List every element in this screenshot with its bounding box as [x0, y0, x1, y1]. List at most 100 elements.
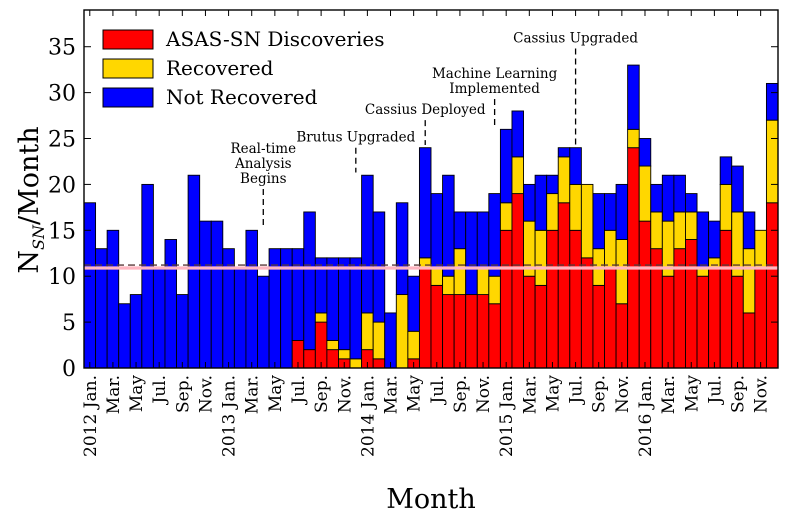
bar-recovered-2015-02	[511, 156, 524, 195]
bar-not_recovered-2015-11	[615, 183, 629, 240]
bar-not_recovered-2015-01	[499, 128, 513, 204]
bar-not_recovered-2012-01	[83, 202, 97, 369]
x-axis-label: Month	[386, 484, 476, 515]
bar-asassn-2016-11	[754, 266, 767, 369]
bar-recovered-2014-09	[453, 248, 467, 296]
bar-not_recovered-2013-02	[233, 266, 247, 369]
bar-not_recovered-2016-03	[661, 174, 675, 222]
bar-recovered-2014-08	[442, 275, 455, 296]
bar-not_recovered-2012-09	[176, 294, 189, 369]
bar-recovered-2013-10	[326, 340, 339, 351]
bar-recovered-2016-02	[650, 211, 663, 250]
bar-asassn-2014-10	[465, 294, 478, 369]
legend-label-recovered: Recovered	[166, 56, 274, 80]
bar-asassn-2015-09	[592, 284, 605, 369]
bar-not_recovered-2016-01	[638, 138, 652, 167]
bar-not_recovered-2015-04	[534, 174, 548, 231]
bar-recovered-2014-12	[488, 275, 501, 305]
bar-not_recovered-2013-11	[338, 257, 351, 351]
bar-recovered-2014-02	[372, 321, 386, 360]
y-tick-label-30: 30	[48, 82, 76, 107]
bar-asassn-2016-03	[661, 275, 675, 369]
bar-not_recovered-2016-05	[685, 193, 698, 213]
plot-frame	[83, 9, 779, 369]
bar-not_recovered-2014-01	[361, 174, 374, 314]
x-tick-label-24: 2014 Jan.	[358, 375, 378, 457]
bar-recovered-2013-09	[314, 312, 328, 323]
y-tick-label-5: 5	[62, 311, 76, 336]
bar-not_recovered-2012-04	[118, 303, 131, 369]
x-tick-label-28: May	[405, 375, 425, 413]
y-tick-label-0: 0	[62, 357, 76, 382]
bar-not_recovered-2014-06	[418, 147, 432, 259]
bar-asassn-2016-07	[708, 266, 721, 369]
bar-recovered-2015-07	[569, 183, 582, 231]
annotation-text-2-0: Cassius Deployed	[365, 102, 486, 118]
bar-not_recovered-2012-07	[152, 266, 166, 369]
bar-not_recovered-2012-12	[210, 220, 224, 369]
bar-not_recovered-2016-02	[650, 183, 663, 213]
x-tick-label-52: May	[682, 375, 702, 413]
annotation-text-0-1: Analysis	[234, 156, 292, 172]
bar-asassn-2016-09	[731, 275, 744, 369]
x-tick-label-18: Jul.	[289, 375, 309, 406]
bar-recovered-2015-06	[557, 156, 571, 204]
bar-not_recovered-2012-05	[129, 294, 143, 369]
bar-recovered-2016-05	[685, 211, 698, 240]
bar-asassn-2015-03	[523, 275, 536, 369]
x-tick-label-42: Jul.	[567, 375, 587, 406]
bar-recovered-2015-05	[546, 193, 559, 231]
bar-asassn-2016-10	[742, 312, 756, 369]
bar-not_recovered-2016-12	[765, 82, 779, 121]
bar-asassn-2015-07	[569, 229, 582, 369]
x-tick-label-16: May	[266, 375, 286, 413]
bar-asassn-2015-02	[511, 193, 524, 369]
bar-asassn-2014-02	[372, 358, 386, 369]
bar-not_recovered-2013-08	[303, 211, 316, 351]
bar-not_recovered-2013-10	[326, 257, 339, 341]
bar-asassn-2013-10	[326, 349, 339, 369]
x-tick-label-20: Sep.	[312, 375, 332, 413]
x-tick-label-22: Nov.	[335, 375, 355, 413]
y-tick-label-25: 25	[48, 128, 76, 153]
bar-not_recovered-2015-03	[523, 183, 536, 222]
x-tick-label-44: Sep.	[590, 375, 610, 413]
bar-asassn-2015-08	[580, 257, 594, 369]
bar-recovered-2014-05	[407, 330, 420, 360]
bar-asassn-2016-06	[696, 275, 710, 369]
x-tick-label-50: Mar.	[659, 375, 679, 414]
bar-recovered-2014-01	[361, 312, 374, 351]
bar-not_recovered-2014-09	[453, 211, 467, 250]
y-tick-label-15: 15	[48, 219, 76, 244]
bar-not_recovered-2016-07	[708, 220, 721, 259]
bar-not_recovered-2012-03	[106, 229, 120, 369]
bar-recovered-2016-08	[719, 183, 733, 231]
annotation-text-0-0: Real-time	[230, 141, 296, 157]
bar-recovered-2015-12	[627, 128, 640, 149]
bar-not_recovered-2016-04	[673, 174, 686, 213]
bar-asassn-2014-11	[476, 294, 490, 369]
bar-recovered-2014-04	[395, 294, 409, 369]
bar-not_recovered-2015-09	[592, 193, 605, 250]
bar-recovered-2015-01	[499, 202, 513, 231]
bar-not_recovered-2014-05	[407, 275, 420, 332]
bar-not_recovered-2014-04	[395, 202, 409, 296]
bar-not_recovered-2013-04	[257, 275, 270, 369]
x-tick-label-6: Jul.	[150, 375, 170, 406]
legend-swatch-not_recovered	[102, 87, 154, 108]
bar-recovered-2015-11	[615, 239, 629, 305]
bar-asassn-2015-06	[557, 202, 571, 369]
bar-recovered-2014-11	[476, 266, 490, 296]
bar-asassn-2013-08	[303, 349, 316, 369]
x-tick-label-48: 2016 Jan.	[636, 375, 656, 457]
bar-asassn-2015-05	[546, 229, 559, 369]
y-tick-label-20: 20	[48, 173, 76, 198]
bar-asassn-2015-12	[627, 147, 640, 369]
bar-asassn-2016-12	[765, 202, 779, 369]
x-tick-label-10: Nov.	[196, 375, 216, 413]
bar-recovered-2016-04	[673, 211, 686, 250]
y-axis-label: NSN/Month	[14, 126, 48, 273]
x-tick-label-36: 2015 Jan.	[497, 375, 517, 457]
bar-recovered-2015-04	[534, 229, 548, 286]
